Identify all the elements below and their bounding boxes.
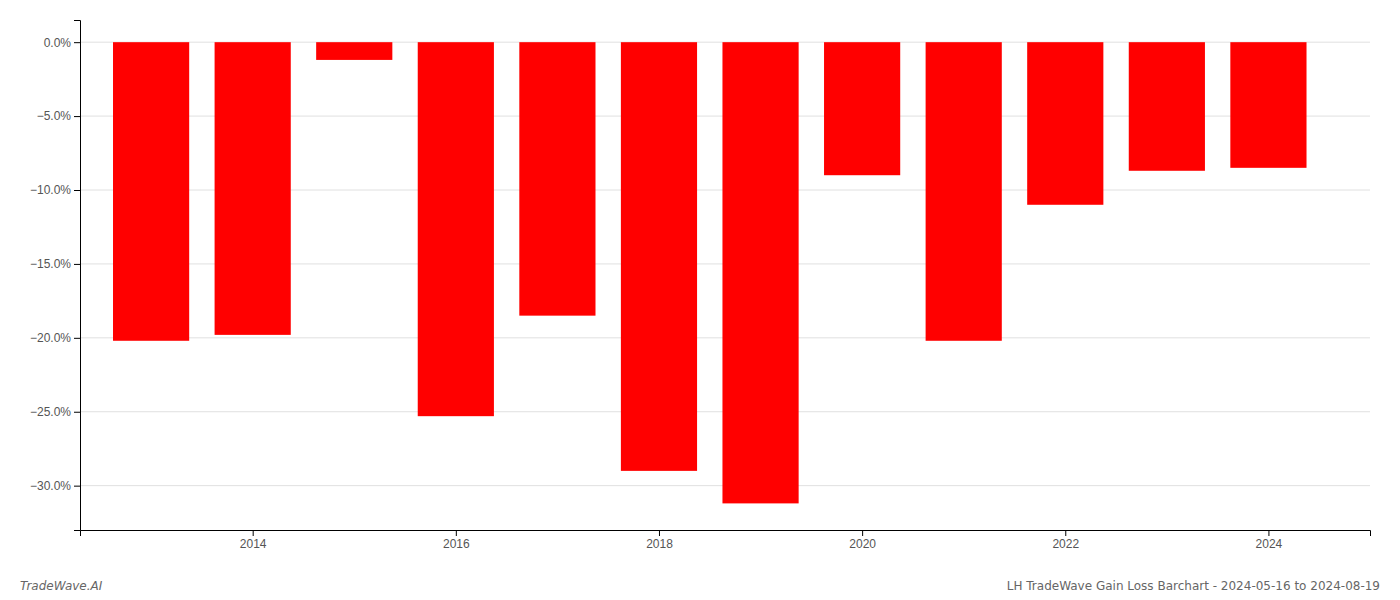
tick-mark bbox=[74, 116, 80, 117]
tick-mark bbox=[74, 42, 80, 43]
tick: 2018 bbox=[646, 530, 673, 551]
tick-label: 2020 bbox=[849, 537, 876, 551]
bar bbox=[1027, 42, 1103, 205]
tick-mark bbox=[74, 190, 80, 191]
tick: 2024 bbox=[1256, 530, 1283, 551]
bar bbox=[418, 42, 494, 416]
tick-mark bbox=[74, 412, 80, 413]
tick-label: 2018 bbox=[646, 537, 673, 551]
bars bbox=[113, 42, 1307, 503]
bar bbox=[926, 42, 1002, 341]
tick: 2016 bbox=[443, 530, 470, 551]
tick: 2014 bbox=[240, 530, 267, 551]
tick-label: 2024 bbox=[1256, 537, 1283, 551]
tick-label: −25.0% bbox=[30, 405, 71, 419]
tick: −30.0% bbox=[30, 479, 80, 493]
tick-label: −20.0% bbox=[30, 331, 71, 345]
axis-line bbox=[74, 21, 81, 531]
bar bbox=[215, 42, 291, 335]
bar bbox=[621, 42, 697, 471]
tick: 2022 bbox=[1052, 530, 1079, 551]
axis-line bbox=[81, 531, 1371, 537]
tick-label: −5.0% bbox=[37, 109, 72, 123]
bar bbox=[824, 42, 900, 175]
tick-mark bbox=[862, 530, 863, 536]
tick-mark bbox=[74, 486, 80, 487]
tick-label: −15.0% bbox=[30, 257, 71, 271]
tick-label: 0.0% bbox=[44, 36, 72, 50]
bar bbox=[113, 42, 189, 341]
tick-mark bbox=[1268, 530, 1269, 536]
bar bbox=[519, 42, 595, 315]
tick-mark bbox=[1065, 530, 1066, 536]
chart: 2014 2016 2018 2020 2022 2024 0.0% −5.0% −10.0% −… bbox=[0, 0, 1400, 600]
plot: 2014 2016 2018 2020 2022 2024 0.0% −5.0% −10.0% −… bbox=[30, 21, 1371, 551]
x-axis: 2014 2016 2018 2020 2022 2024 bbox=[81, 530, 1371, 551]
tick-label: −10.0% bbox=[30, 183, 71, 197]
tick-mark bbox=[659, 530, 660, 536]
tick: −5.0% bbox=[37, 109, 80, 123]
bar bbox=[722, 42, 798, 503]
tick-label: 2014 bbox=[240, 537, 267, 551]
tick-mark bbox=[456, 530, 457, 536]
tick-mark bbox=[74, 264, 80, 265]
bar bbox=[1129, 42, 1205, 171]
y-axis: 0.0% −5.0% −10.0% −15.0% −20.0% −25.0% −30.0% bbox=[30, 21, 81, 531]
bar bbox=[1230, 42, 1306, 168]
tick: −20.0% bbox=[30, 331, 80, 345]
tick-mark bbox=[74, 338, 80, 339]
bar bbox=[316, 42, 392, 60]
tick: 0.0% bbox=[44, 36, 80, 50]
tick: −25.0% bbox=[30, 405, 80, 419]
tick-label: −30.0% bbox=[30, 479, 71, 493]
footer-left: TradeWave.AI bbox=[20, 579, 103, 593]
tick-mark bbox=[253, 530, 254, 536]
tick: 2020 bbox=[849, 530, 876, 551]
tick: −15.0% bbox=[30, 257, 80, 271]
footer-right: LH TradeWave Gain Loss Barchart - 2024-0… bbox=[1007, 579, 1380, 593]
tick-label: 2022 bbox=[1052, 537, 1079, 551]
tick-label: 2016 bbox=[443, 537, 470, 551]
tick: −10.0% bbox=[30, 183, 80, 197]
